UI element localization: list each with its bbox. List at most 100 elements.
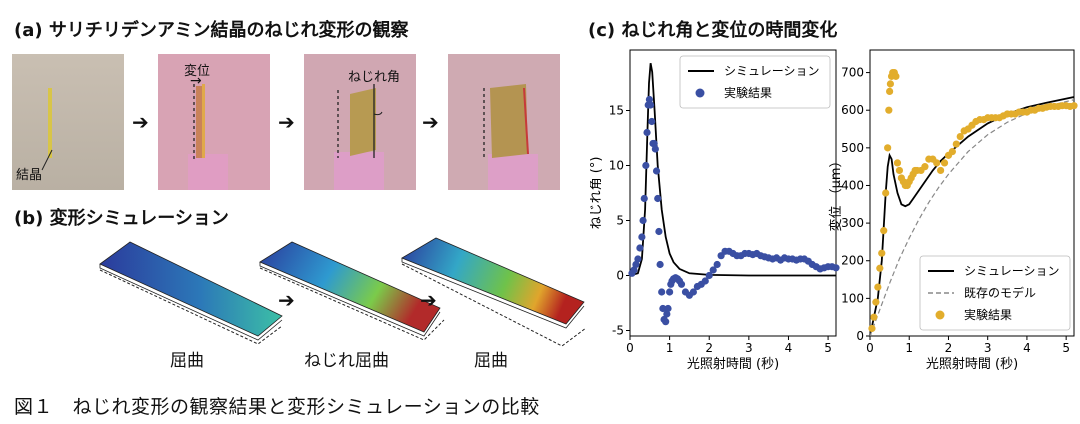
arrow-icon: ➔ [278,288,295,312]
data-point [630,266,638,274]
data-point [654,194,662,203]
y-tick-label: 200 [841,254,864,268]
displacement-label: 変位 [184,64,211,79]
series-line [869,99,1075,337]
data-point [632,260,640,269]
data-point [640,194,648,203]
bend-label-2: 屈曲 [474,351,508,371]
data-point [705,271,713,280]
y-tick-label: 5 [616,214,624,228]
y-tick-label: 300 [841,216,864,230]
legend-label: シミュレーション [964,264,1060,278]
crystal-photo-2 [158,54,270,190]
panel-a-title: (a) サリチリデンアミン結晶のねじれ変形の観察 [14,20,409,41]
data-point [885,106,893,114]
data-point [874,283,882,291]
crystal-photo-1 [12,54,124,190]
y-tick-label: 0 [856,329,864,343]
legend-label: シミュレーション [724,64,820,78]
data-point [663,310,671,318]
chart-2: 0 1 2 3 4 5 0 100 200 300 400 500 600 700 光照射時間 (秒) 変位 … [828,49,1078,372]
data-point [868,324,876,333]
data-point [664,304,672,313]
panel-c-title: (c) ねじれ角と変位の時間変化 [588,20,838,41]
data-point [892,72,900,80]
panel-b-title: (b) 変形シミュレーション [14,208,229,229]
x-tick-label: 1 [905,341,913,355]
data-point [643,128,651,137]
x-axis-label: 光照射時間 (秒) [687,356,779,372]
y-tick-label: 500 [841,141,864,155]
arrow-icon: ➔ [278,110,295,134]
data-point [921,163,929,171]
x-tick-label: 2 [945,341,953,355]
data-point [656,260,664,269]
data-point [652,167,661,175]
data-point [650,139,658,148]
crystal-photo-3 [304,54,416,190]
data-point [880,227,888,235]
data-point [893,159,902,167]
y-tick-label: 0 [616,269,624,283]
data-point [655,227,663,236]
twist-angle-label: ねじれ角 [348,70,401,85]
data-point [645,95,654,104]
figure-caption: 図１ ねじれ変形の観察結果と変形シミュレーションの比較 [14,396,540,418]
legend-label: 既存のモデル [964,285,1036,300]
y-tick-label: 700 [841,66,864,80]
data-point [659,304,667,313]
bend-simulation-1 [99,241,283,345]
data-point [952,140,960,148]
bend-simulation-2 [401,237,587,347]
crystal-photo-4 [448,54,560,190]
x-axis-label: 光照射時間 (秒) [926,356,1018,372]
data-point [886,80,894,88]
data-point [713,260,721,269]
x-tick-label: 0 [866,341,874,355]
arrow-icon: ➔ [420,288,437,312]
x-tick-label: 0 [626,341,634,355]
data-point [701,277,709,285]
data-point [651,145,659,153]
data-point [648,117,656,126]
data-point [662,318,670,326]
bend-label-1: 屈曲 [170,351,204,371]
y-tick-label: 10 [609,159,624,173]
data-point [878,249,886,257]
data-point [832,264,840,272]
x-tick-label: 1 [666,341,674,355]
x-tick-label: 3 [984,341,992,355]
legend-box [679,55,831,109]
x-tick-label: 5 [1062,341,1070,355]
data-point [884,144,892,152]
data-point [639,216,647,225]
legend-marker [935,310,945,320]
legend-box [919,255,1071,331]
data-point [886,87,894,95]
legend-label: 実験結果 [724,85,772,100]
data-point [933,159,941,167]
data-point [872,298,880,306]
data-point [937,166,945,175]
crystal-label: 結晶 [16,168,43,183]
simulation-figures [99,237,587,347]
arrow-icon: ➔ [422,110,439,134]
plot-frame [869,49,1075,337]
y-axis-label: ねじれ角 (°) [590,157,604,230]
y-tick-label: -5 [612,324,624,338]
data-point [948,148,956,156]
data-point [1070,102,1078,110]
x-tick-label: 2 [705,341,713,355]
right-arrow-icon: → [190,73,202,89]
data-point [638,233,646,241]
data-point [636,244,644,252]
x-tick-label: 3 [745,341,753,355]
data-point [689,288,697,296]
y-axis-label: 変位 （μm） [828,154,844,231]
data-point [634,255,642,263]
data-point [647,101,655,109]
